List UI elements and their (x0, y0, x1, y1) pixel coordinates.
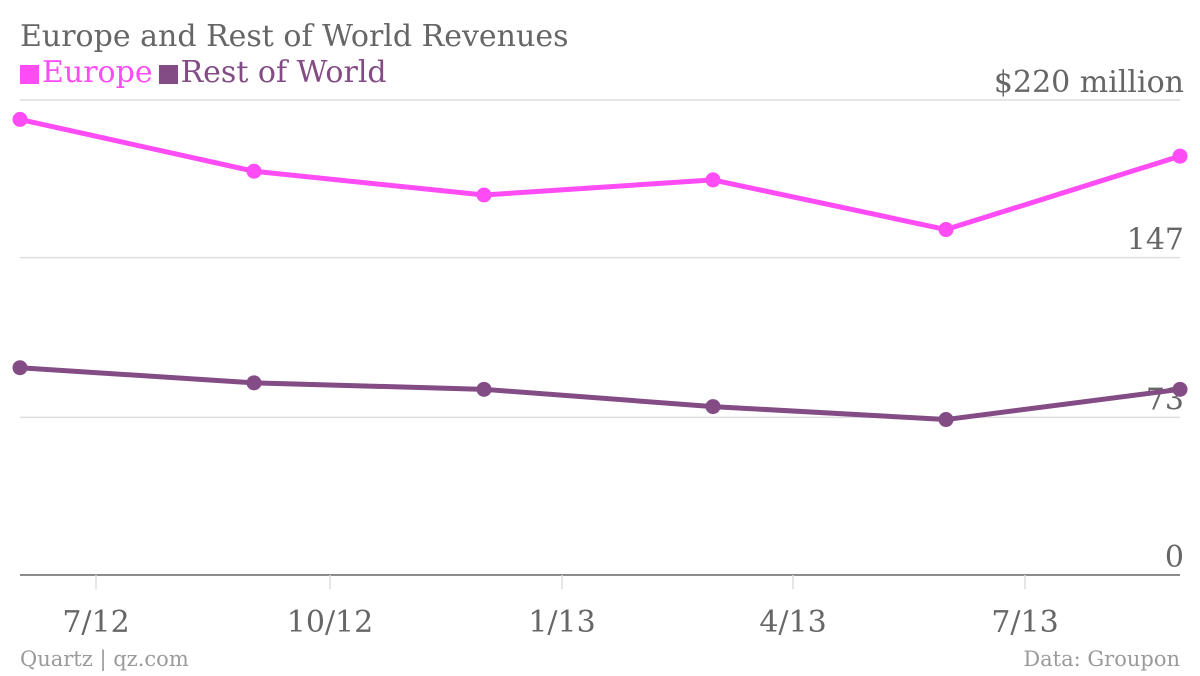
data-point-europe-4 (705, 172, 721, 188)
x-tick-label: 7/13 (991, 605, 1058, 640)
data-point-europe-6 (1172, 148, 1188, 164)
x-tick-label: 10/12 (287, 605, 373, 640)
legend-swatch-europe (20, 64, 39, 84)
series-line-rest-of-world (17, 365, 1183, 423)
legend-swatch-rest-of-world (158, 64, 178, 84)
data-point-rest-of-world-6 (1172, 381, 1188, 397)
y-tick-label: 147 (1127, 223, 1184, 258)
y-tick-label: $220 million (994, 65, 1184, 100)
x-axis: 7/12 10/12 1/13 4/13 7/13 (20, 574, 1180, 640)
data-point-rest-of-world-2 (246, 375, 262, 391)
data-point-rest-of-world-3 (476, 381, 492, 397)
data-point-rest-of-world-4 (705, 399, 721, 415)
legend-label-rest-of-world: Rest of World (180, 55, 387, 90)
legend-item-rest-of-world: Rest of World (158, 55, 387, 90)
chart-title: Europe and Rest of World Revenues (20, 19, 569, 54)
legend-label-europe: Europe (42, 55, 153, 90)
x-tick-label: 4/13 (759, 605, 826, 640)
x-tick-label: 1/13 (528, 605, 595, 640)
data-point-europe-5 (938, 222, 954, 238)
data-point-europe-1 (12, 111, 28, 127)
data-source: Data: Groupon (1023, 647, 1180, 671)
legend-item-europe: Europe (20, 58, 153, 88)
data-point-europe-3 (476, 187, 492, 203)
data-point-rest-of-world-1 (12, 360, 28, 376)
data-point-rest-of-world-5 (938, 412, 954, 428)
x-tick-label: 7/12 (62, 605, 129, 640)
data-point-europe-2 (246, 163, 262, 179)
series (12, 111, 1188, 428)
legend: Europe Rest of World (20, 58, 387, 88)
y-tick-label: 0 (1165, 540, 1184, 575)
gridlines (20, 99, 1180, 419)
source-credit: Quartz | qz.com (20, 647, 189, 671)
series-line-europe (17, 116, 1183, 233)
